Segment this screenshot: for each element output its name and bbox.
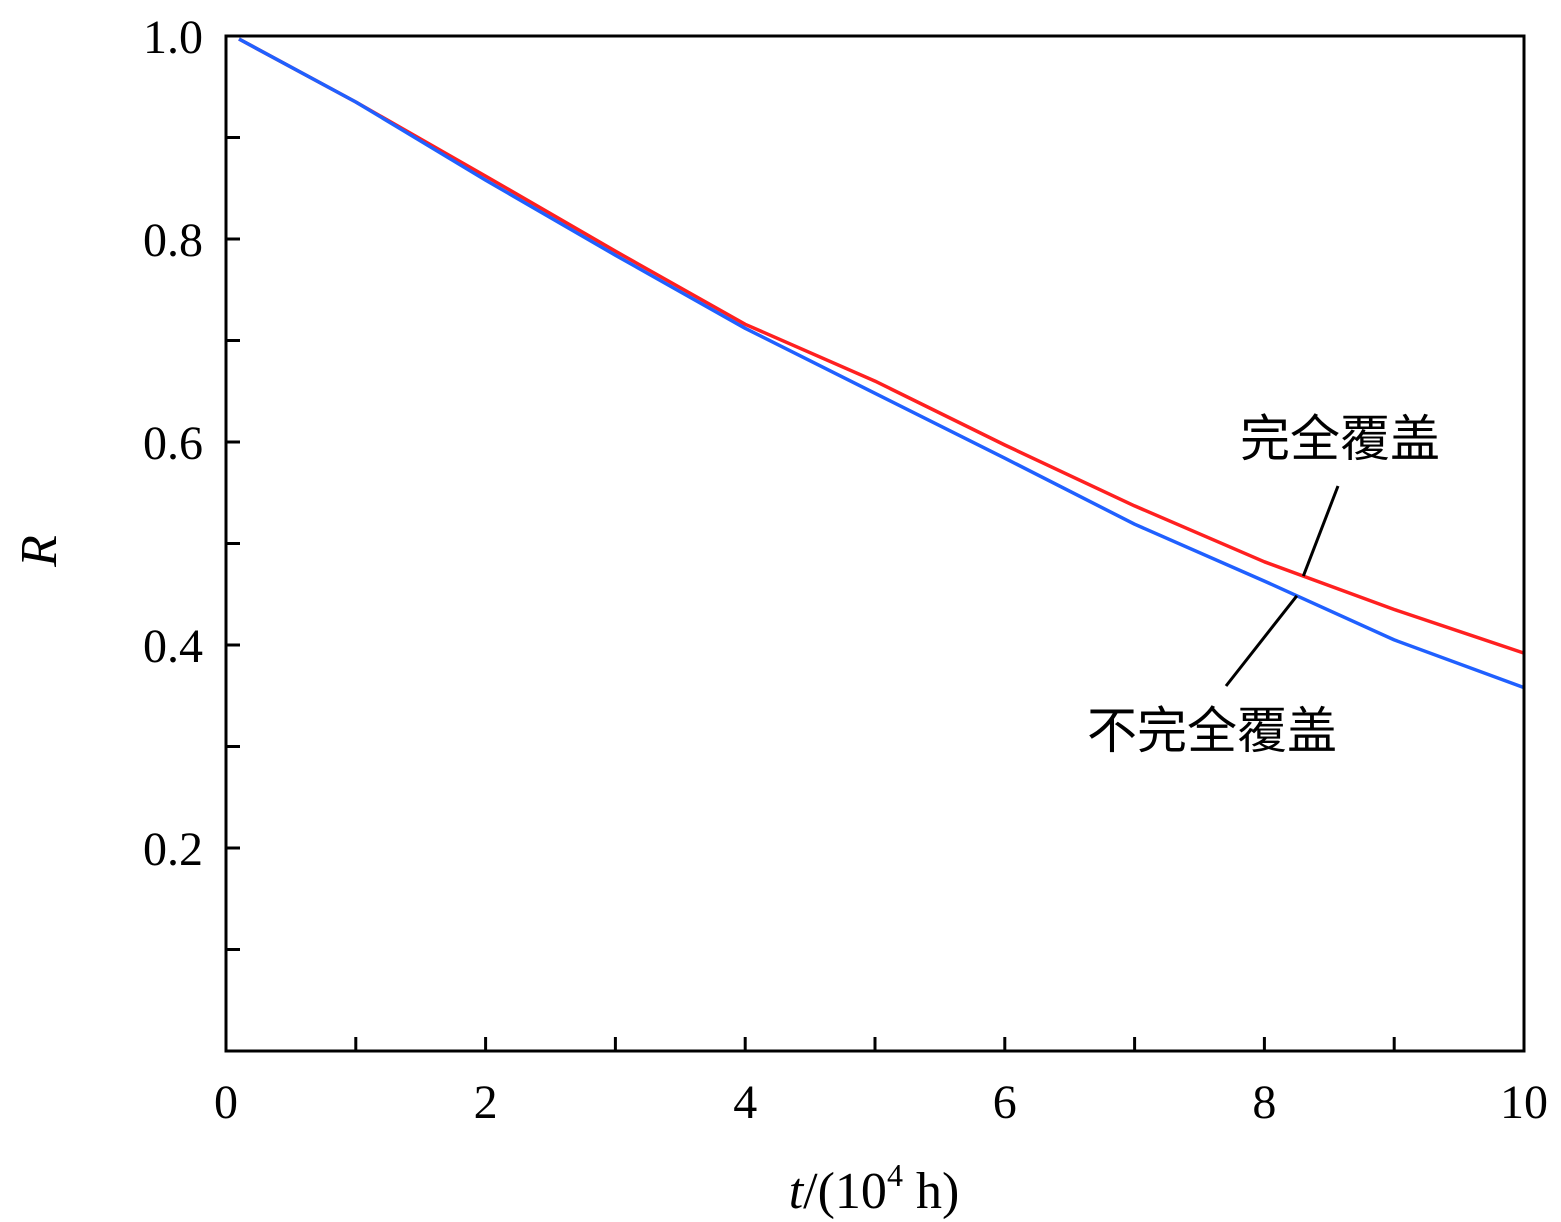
x-axis-label: t/(104 h) <box>789 1157 960 1220</box>
x-tick-label: 6 <box>993 1076 1017 1129</box>
y-tick-label: 0.6 <box>143 417 203 470</box>
annotation-partial-coverage: 不完全覆盖 <box>1087 702 1337 760</box>
x-tick-label: 2 <box>474 1076 498 1129</box>
annotation-full-coverage: 完全覆盖 <box>1240 410 1440 468</box>
x-tick-label: 10 <box>1500 1076 1548 1129</box>
annotation-leader-full <box>1301 485 1340 577</box>
x-axis-label-unit: h) <box>903 1163 959 1220</box>
plot-frame <box>224 34 1526 1053</box>
y-axis-label: R <box>11 535 68 568</box>
y-tick-label: 0.4 <box>143 620 203 673</box>
series-line-0 <box>238 37 1525 655</box>
axis-ticks <box>226 136 1396 1051</box>
x-axis-label-prefix: /(10 <box>803 1163 887 1220</box>
tick-labels: 0 2 4 6 8 10 0.2 0.4 0.6 0.8 1.0 <box>143 11 1548 1129</box>
y-tick-label: 0.2 <box>143 823 203 876</box>
annotation-leader-partial <box>1224 594 1299 687</box>
y-tick-label: 0.8 <box>143 214 203 267</box>
y-tick-label: 1.0 <box>143 11 203 64</box>
x-tick-label: 8 <box>1252 1076 1276 1129</box>
x-tick-label: 4 <box>733 1076 757 1129</box>
x-axis-label-var: t <box>789 1163 805 1220</box>
x-axis-label-exponent: 4 <box>887 1157 903 1193</box>
series-lines <box>238 37 1525 690</box>
series-line-1 <box>238 37 1525 690</box>
x-tick-label: 0 <box>214 1076 238 1129</box>
